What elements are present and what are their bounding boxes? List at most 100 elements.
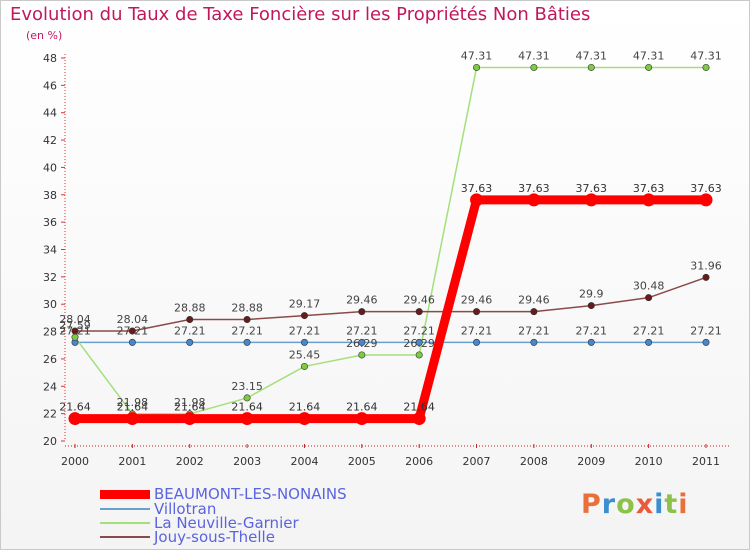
data-label: 21.64 — [59, 401, 91, 414]
data-point — [473, 338, 481, 346]
data-label: 37.63 — [690, 182, 722, 195]
series-line-3 — [74, 276, 707, 332]
legend-label: BEAUMONT-LES-NONAINS — [154, 484, 347, 503]
data-point — [128, 338, 136, 346]
data-label: 29.17 — [289, 298, 321, 311]
legend-item-jouy: Jouy-sous-Thelle — [100, 529, 275, 545]
data-label: 47.31 — [633, 49, 665, 62]
y-tick-label: 48 — [43, 52, 57, 65]
legend-swatch — [100, 536, 150, 538]
legend-swatch — [100, 489, 150, 499]
data-point — [300, 312, 308, 320]
y-tick-label: 22 — [43, 408, 57, 421]
data-label: 29.46 — [518, 294, 550, 307]
data-point — [530, 63, 538, 71]
data-label: 21.64 — [403, 401, 435, 414]
data-label: 28.04 — [59, 313, 91, 326]
data-label: 37.63 — [461, 182, 493, 195]
logo-letter: r — [601, 489, 617, 520]
series-lines — [70, 66, 711, 424]
data-point — [587, 338, 595, 346]
data-label: 21.64 — [174, 401, 206, 414]
data-label: 27.21 — [174, 324, 206, 337]
logo-letter: o — [616, 489, 636, 520]
x-tick-label: 2001 — [118, 455, 146, 468]
x-tick-label: 2009 — [577, 455, 605, 468]
data-label: 29.46 — [403, 294, 435, 307]
legend-swatch — [100, 508, 150, 510]
logo-letter: x — [635, 489, 655, 520]
data-point — [243, 316, 251, 324]
data-label: 29.46 — [461, 294, 493, 307]
legend-item-beaumont: BEAUMONT-LES-NONAINS — [100, 486, 347, 502]
series-markers — [68, 63, 713, 426]
y-tick-label: 30 — [43, 298, 57, 311]
data-label: 27.59 — [59, 319, 91, 332]
legend-label: Jouy-sous-Thelle — [154, 527, 275, 546]
data-label: 29.9 — [579, 288, 604, 301]
data-label: 21.98 — [174, 396, 206, 409]
data-label: 21.98 — [117, 396, 149, 409]
x-tick-label: 2010 — [635, 455, 663, 468]
data-point — [645, 294, 653, 302]
data-label: 47.31 — [518, 49, 550, 62]
data-point — [297, 412, 311, 426]
axes: 20 22 24 26 28 30 32 34 36 38 40 42 44 46 48 2000 2001 20… — [43, 52, 730, 468]
data-point — [702, 273, 710, 281]
y-tick-label: 20 — [43, 435, 57, 448]
data-point — [358, 351, 366, 359]
data-label: 27.21 — [633, 324, 665, 337]
data-point — [470, 193, 484, 207]
data-point — [300, 338, 308, 346]
x-tick-label: 2000 — [61, 455, 89, 468]
data-point — [473, 63, 481, 71]
data-label: 47.31 — [690, 49, 722, 62]
data-label: 23.15 — [231, 380, 263, 393]
x-tick-label: 2006 — [405, 455, 433, 468]
data-point — [128, 327, 136, 335]
y-tick-label: 44 — [43, 107, 57, 120]
data-point — [699, 193, 713, 207]
y-tick-label: 34 — [43, 244, 57, 257]
y-tick-label: 26 — [43, 353, 57, 366]
x-tick-label: 2005 — [348, 455, 376, 468]
data-point — [183, 412, 197, 426]
data-point — [240, 412, 254, 426]
y-axis-unit: (en %) — [26, 29, 63, 42]
y-tick-label: 24 — [43, 380, 57, 393]
y-tick-label: 28 — [43, 326, 57, 339]
y-tick-label: 42 — [43, 134, 57, 147]
data-point — [415, 308, 423, 316]
data-label: 30.48 — [633, 280, 665, 293]
data-label: 26.29 — [346, 337, 378, 350]
data-label: 27.21 — [518, 324, 550, 337]
data-label: 29.46 — [346, 294, 378, 307]
series-line-2 — [74, 66, 707, 415]
chart-title: Evolution du Taux de Taxe Foncière sur l… — [10, 4, 591, 25]
series-line-0 — [70, 195, 711, 424]
data-point — [71, 327, 79, 335]
x-tick-label: 2003 — [233, 455, 261, 468]
data-label: 37.63 — [576, 182, 608, 195]
data-label: 21.64 — [346, 401, 378, 414]
data-point — [186, 338, 194, 346]
data-label: 47.31 — [576, 49, 608, 62]
data-label: 27.21 — [117, 324, 149, 337]
data-point — [584, 193, 598, 207]
data-point — [587, 302, 595, 310]
x-tick-label: 2008 — [520, 455, 548, 468]
data-point — [702, 63, 710, 71]
data-point — [527, 193, 541, 207]
data-label: 37.63 — [518, 182, 550, 195]
legend-swatch — [100, 522, 150, 524]
data-label: 26.29 — [403, 337, 435, 350]
data-point — [530, 338, 538, 346]
data-point — [358, 338, 366, 346]
data-point — [68, 412, 82, 426]
data-label: 27.21 — [690, 324, 722, 337]
logo-letter: t — [664, 489, 679, 520]
data-label: 28.04 — [117, 313, 149, 326]
data-point — [702, 338, 710, 346]
legend-item-villotran: Villotran — [100, 501, 216, 517]
